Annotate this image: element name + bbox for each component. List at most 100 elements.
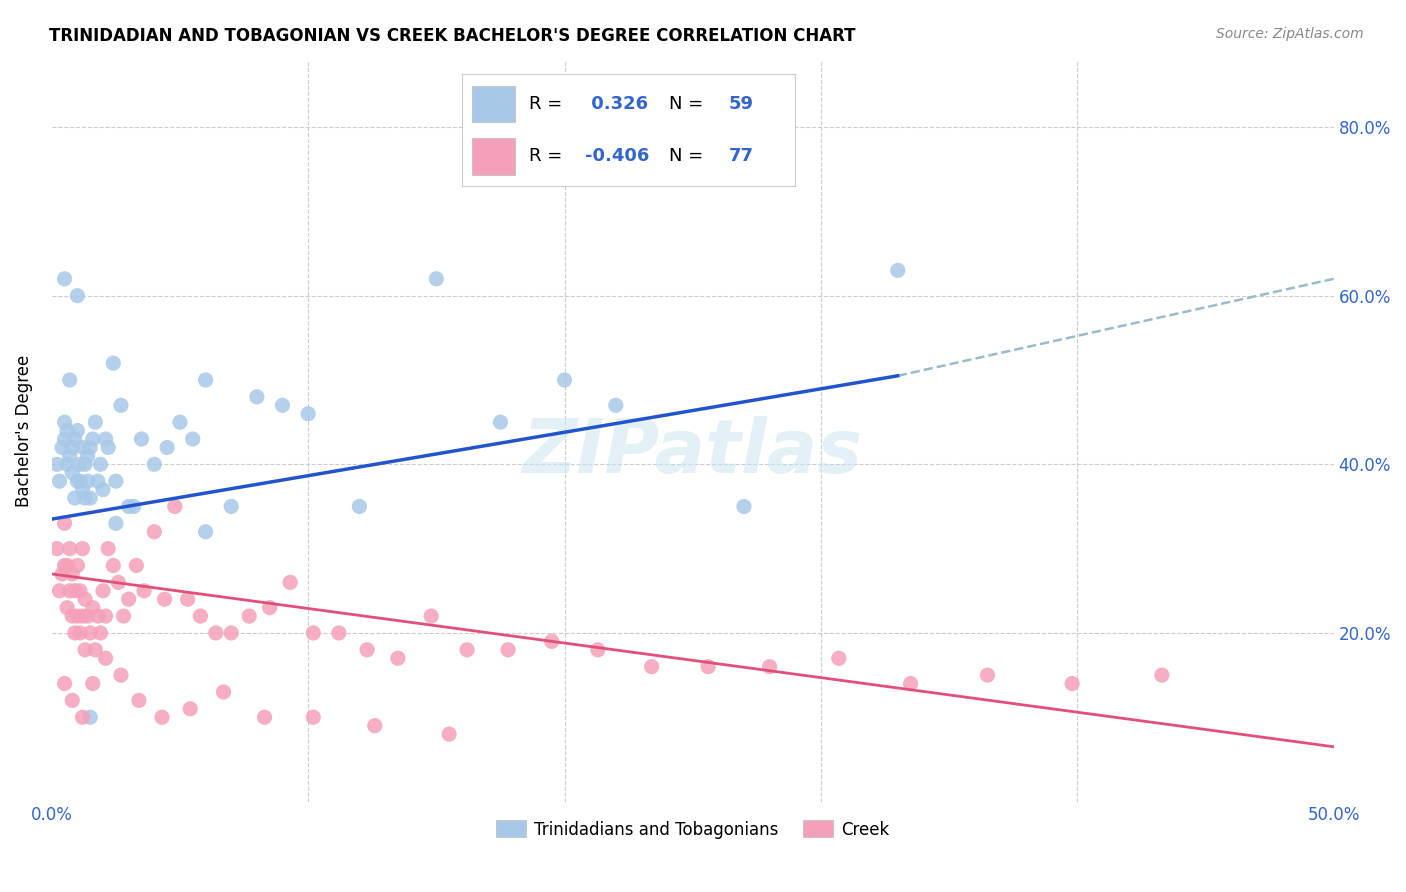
Text: ZIPatlas: ZIPatlas (523, 417, 863, 490)
Point (75, 458, 97, 472)
Point (82, 432, 104, 446)
Point (238, 609, 260, 624)
Point (194, 373, 217, 387)
Point (271, 398, 294, 412)
Point (45, 541, 67, 556)
Point (72, 710, 94, 724)
Point (179, 702, 201, 716)
Point (553, 373, 575, 387)
Point (79, 626, 101, 640)
Point (733, 500, 755, 514)
Point (828, 651, 851, 665)
Point (45, 458, 67, 472)
Point (51, 441, 73, 455)
Point (349, 500, 371, 514)
Point (76, 474, 98, 488)
Point (84, 415, 107, 429)
Point (887, 263, 910, 277)
Point (75, 642, 97, 657)
Point (437, 727, 460, 741)
Point (489, 415, 512, 429)
Point (82, 676, 104, 690)
Point (1150, 668, 1173, 682)
Point (66, 474, 89, 488)
Point (540, 634, 562, 648)
Point (97, 441, 120, 455)
Point (76, 449, 98, 463)
Point (53, 432, 76, 446)
Point (56, 558, 79, 573)
Point (63, 583, 86, 598)
Point (118, 592, 141, 607)
Point (586, 642, 609, 657)
Point (69, 458, 91, 472)
Point (53, 272, 76, 286)
Point (219, 626, 242, 640)
Point (758, 659, 780, 673)
Point (53, 415, 76, 429)
Point (69, 583, 91, 598)
Point (132, 583, 155, 598)
Point (66, 558, 89, 573)
Point (84, 642, 107, 657)
Point (63, 432, 86, 446)
Point (60, 693, 83, 707)
Point (605, 398, 627, 412)
Point (128, 693, 150, 707)
Point (104, 474, 127, 488)
Point (60, 466, 83, 480)
Point (976, 668, 998, 682)
Point (51, 566, 73, 581)
Point (163, 500, 186, 514)
Point (59, 583, 82, 598)
Point (1062, 676, 1084, 690)
Point (79, 441, 101, 455)
Point (328, 626, 350, 640)
Point (104, 516, 127, 531)
Point (125, 558, 148, 573)
Point (53, 676, 76, 690)
Point (91, 483, 114, 497)
Point (66, 288, 89, 302)
Point (87, 609, 110, 624)
Point (169, 415, 191, 429)
Point (356, 642, 378, 657)
Point (205, 626, 228, 640)
Point (60, 441, 83, 455)
Point (496, 642, 519, 657)
Point (194, 524, 217, 539)
Point (302, 710, 325, 724)
Point (697, 659, 720, 673)
Point (246, 390, 269, 404)
Point (59, 541, 82, 556)
Point (75, 491, 97, 505)
Point (72, 483, 94, 497)
Y-axis label: Bachelor's Degree: Bachelor's Degree (15, 354, 32, 507)
Point (53, 516, 76, 531)
Point (150, 710, 173, 724)
Point (131, 432, 153, 446)
Point (75, 592, 97, 607)
Point (176, 592, 198, 607)
Point (72, 609, 94, 624)
Point (259, 600, 281, 615)
Point (63, 626, 86, 640)
Point (297, 407, 319, 421)
Point (103, 558, 125, 573)
Point (900, 676, 922, 690)
Point (456, 642, 478, 657)
Point (89, 626, 111, 640)
Point (143, 524, 166, 539)
Point (103, 356, 125, 370)
Point (79, 491, 101, 505)
Point (143, 458, 166, 472)
Point (59, 373, 82, 387)
Point (48, 583, 70, 598)
Point (72, 541, 94, 556)
Point (94, 651, 117, 665)
Point (387, 651, 409, 665)
Point (110, 398, 132, 412)
Point (153, 592, 176, 607)
Point (278, 575, 301, 590)
Point (66, 424, 89, 438)
